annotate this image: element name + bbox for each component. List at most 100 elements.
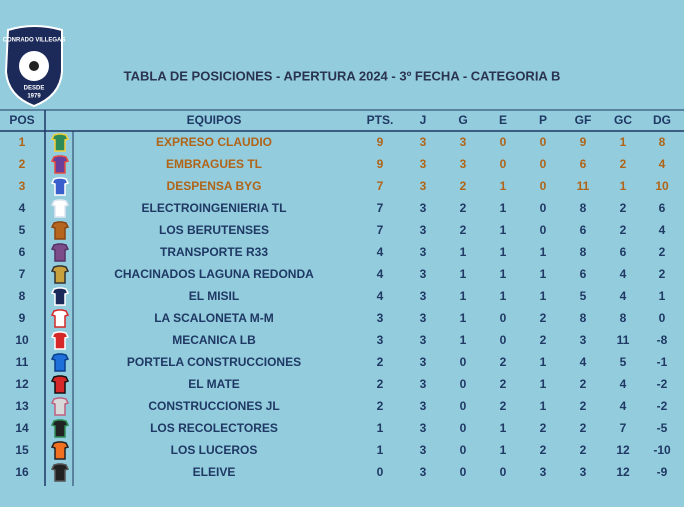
cell-value: 1 <box>540 267 547 281</box>
cell-value: 3 <box>420 355 427 369</box>
cell-value: 1 <box>500 223 507 237</box>
cell-value: 2 <box>377 399 384 413</box>
cell-value: -1 <box>657 355 668 369</box>
cell-value: 1 <box>460 267 467 281</box>
column-header: POS <box>9 113 34 127</box>
cell-value: 7 <box>19 267 26 281</box>
cell-value: 15 <box>15 443 29 457</box>
cell-value: 12 <box>616 443 630 457</box>
cell-value: 1 <box>620 179 627 193</box>
cell-value: 2 <box>377 377 384 391</box>
title: TABLA DE POSICIONES - APERTURA 2024 - 3º… <box>124 68 561 83</box>
cell-value: 1 <box>377 421 384 435</box>
cell-value: 3 <box>580 465 587 479</box>
cell-value: 3 <box>377 333 384 347</box>
cell-value: 1 <box>620 135 627 149</box>
cell-value: 5 <box>19 223 26 237</box>
cell-value: 3 <box>420 157 427 171</box>
cell-value: 4 <box>620 267 627 281</box>
cell-value: 0 <box>659 311 666 325</box>
team-shirt <box>50 309 70 328</box>
cell-value: 0 <box>540 135 547 149</box>
table-row: 14 LOS RECOLECTORES 1 3 0 1 2 2 7 -5 <box>15 419 668 438</box>
team-name: EMBRAGUES TL <box>166 157 262 171</box>
cell-value: 3 <box>420 179 427 193</box>
cell-value: 6 <box>580 267 587 281</box>
column-header: PTS. <box>367 113 394 127</box>
cell-value: 3 <box>420 377 427 391</box>
team-name: MECANICA LB <box>172 333 256 347</box>
team-name: CONSTRUCCIONES JL <box>148 399 279 413</box>
team-name: DESPENSA BYG <box>167 179 262 193</box>
logo-ball-patch <box>29 61 39 71</box>
cell-value: 1 <box>460 289 467 303</box>
cell-value: 7 <box>377 201 384 215</box>
cell-value: 4 <box>580 355 587 369</box>
cell-value: 0 <box>460 421 467 435</box>
cell-value: 1 <box>460 245 467 259</box>
cell-value: 1 <box>500 443 507 457</box>
cell-value: -5 <box>657 421 668 435</box>
cell-value: 2 <box>580 377 587 391</box>
cell-value: 5 <box>620 355 627 369</box>
team-name: PORTELA CONSTRUCCIONES <box>127 355 301 369</box>
cell-value: 2 <box>620 223 627 237</box>
cell-value: 4 <box>377 267 384 281</box>
cell-value: 0 <box>500 157 507 171</box>
cell-value: 1 <box>500 179 507 193</box>
team-name: LOS LUCEROS <box>171 443 258 457</box>
cell-value: 3 <box>420 333 427 347</box>
cell-value: 11 <box>16 355 29 369</box>
team-name: EL MISIL <box>189 289 239 303</box>
cell-value: 3 <box>420 399 427 413</box>
cell-value: 0 <box>540 157 547 171</box>
cell-value: 9 <box>377 135 384 149</box>
cell-value: 14 <box>15 421 29 435</box>
team-shirt <box>50 375 70 394</box>
cell-value: 4 <box>659 157 666 171</box>
cell-value: 8 <box>19 289 26 303</box>
cell-value: 5 <box>580 289 587 303</box>
column-header: G <box>458 113 467 127</box>
cell-value: 7 <box>377 223 384 237</box>
column-header: GC <box>614 113 632 127</box>
team-shirt <box>50 419 70 438</box>
cell-value: 1 <box>377 443 384 457</box>
cell-value: 1 <box>540 399 547 413</box>
table-row: 10 MECANICA LB 3 3 1 0 2 3 11 -8 <box>15 331 668 350</box>
team-name: TRANSPORTE R33 <box>160 245 268 259</box>
cell-value: 1 <box>19 135 26 149</box>
team-name: EXPRESO CLAUDIO <box>156 135 272 149</box>
table-row: 12 EL MATE 2 3 0 2 1 2 4 -2 <box>15 375 668 394</box>
cell-value: 8 <box>580 201 587 215</box>
cell-value: 2 <box>19 157 26 171</box>
column-header: J <box>420 113 427 127</box>
cell-value: 1 <box>500 289 507 303</box>
cell-value: 3 <box>540 465 547 479</box>
column-header: GF <box>575 113 592 127</box>
cell-value: 1 <box>500 201 507 215</box>
cell-value: 1 <box>540 245 547 259</box>
cell-value: 2 <box>540 443 547 457</box>
team-shirt <box>50 177 70 196</box>
cell-value: 2 <box>500 377 507 391</box>
team-shirt <box>50 331 70 350</box>
team-name: EL MATE <box>188 377 240 391</box>
cell-value: 12 <box>15 377 29 391</box>
team-shirt <box>50 287 70 306</box>
cell-value: 1 <box>659 289 666 303</box>
cell-value: 0 <box>540 223 547 237</box>
cell-value: 4 <box>19 201 26 215</box>
table-row: 4 ELECTROINGENIERIA TL 7 3 2 1 0 8 2 6 <box>19 199 666 218</box>
cell-value: 9 <box>580 135 587 149</box>
cell-value: 1 <box>460 311 467 325</box>
logo-name: CONRADO VILLEGAS <box>3 38 66 44</box>
cell-value: -8 <box>657 333 668 347</box>
cell-value: 2 <box>620 201 627 215</box>
column-header: E <box>499 113 507 127</box>
cell-value: 10 <box>15 333 29 347</box>
cell-value: 0 <box>460 377 467 391</box>
cell-value: 0 <box>460 443 467 457</box>
table-row: 5 LOS BERUTENSES 7 3 2 1 0 6 2 4 <box>19 221 666 240</box>
team-name: LOS RECOLECTORES <box>150 421 278 435</box>
